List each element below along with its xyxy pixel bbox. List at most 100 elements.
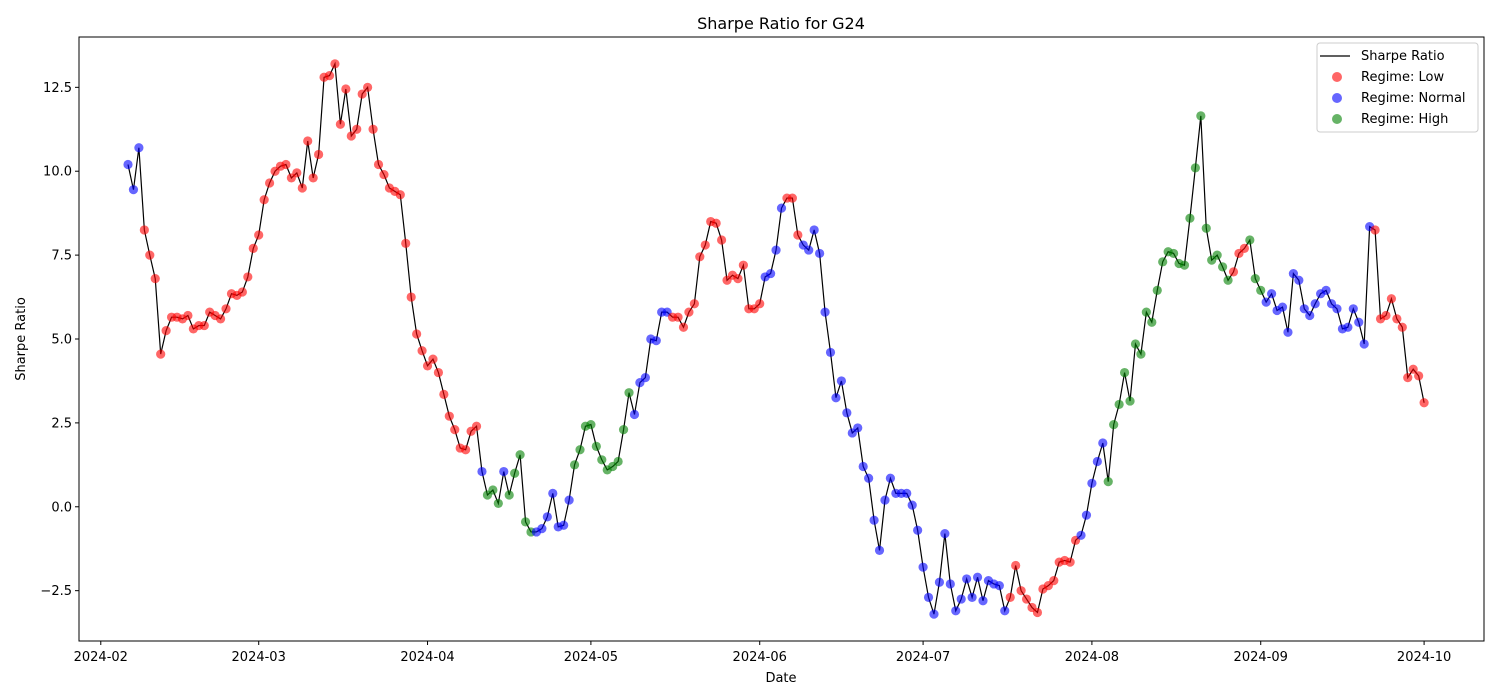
regime-point-n (1359, 339, 1369, 349)
y-tick-label: −2.5 (40, 584, 72, 599)
y-tick-label: 5.0 (51, 333, 72, 348)
regime-point-n (1092, 456, 1102, 467)
regime-point-l (733, 274, 743, 284)
regime-point-h (1212, 250, 1222, 260)
regime-point-l (1408, 364, 1418, 374)
regime-point-n (934, 577, 945, 587)
x-axis-title: Date (765, 671, 796, 686)
regime-point-h (1136, 349, 1146, 359)
regime-point-l (700, 240, 710, 250)
regime-point-l (341, 84, 351, 94)
regime-point-l (248, 243, 258, 253)
regime-point-l (1392, 314, 1402, 324)
x-tick-label: 2024-06 (733, 650, 787, 665)
regime-point-h (618, 425, 629, 435)
regime-point-n (1299, 304, 1309, 314)
x-tick-label: 2024-05 (564, 650, 618, 665)
legend-box (1316, 42, 1479, 133)
regime-point-n (962, 574, 972, 584)
regime-point-n (956, 594, 966, 604)
regime-point-n (559, 520, 569, 530)
regime-point-l (422, 361, 433, 371)
regime-point-n (1354, 317, 1364, 327)
regime-point-n (880, 495, 890, 505)
regime-point-l (461, 445, 471, 455)
regime-point-h (586, 419, 596, 430)
regime-point-n (123, 159, 133, 170)
regime-point-l (352, 124, 362, 134)
regime-point-h (569, 460, 580, 470)
regime-point-l (433, 367, 444, 378)
regime-point-h (1256, 285, 1266, 295)
y-axis: −2.5 0.0 2.5 5.0 7.5 10.0 12.5 (40, 81, 79, 599)
regime-point-h (1201, 223, 1211, 233)
x-tick-label: 2024-07 (896, 650, 950, 665)
legend: Sharpe Ratio Regime: Low Regime: Normal … (1316, 42, 1479, 133)
regime-point-n (477, 466, 487, 477)
regime-point-l (259, 195, 269, 205)
regime-point-l (417, 346, 427, 356)
legend-label-low: Regime: Low (1361, 70, 1444, 85)
regime-point-l (156, 349, 166, 359)
regime-point-n (907, 500, 917, 510)
legend-label-normal: Regime: Normal (1361, 91, 1466, 106)
regime-point-l (711, 218, 721, 228)
regime-point-l (292, 168, 302, 178)
regime-point-n (967, 592, 977, 602)
regime-point-h (575, 445, 585, 455)
regime-point-n (1000, 606, 1010, 616)
x-tick-label: 2024-09 (1234, 650, 1288, 665)
x-tick-label: 2024-10 (1397, 650, 1451, 665)
regime-point-n (776, 203, 787, 213)
regime-point-n (537, 523, 547, 534)
regime-point-n (913, 525, 923, 535)
regime-point-n (1098, 438, 1108, 448)
regime-point-n (1267, 289, 1277, 299)
regime-point-l (330, 59, 340, 69)
regime-point-n (1305, 310, 1315, 321)
regime-point-h (493, 498, 503, 509)
regime-point-l (308, 173, 318, 183)
regime-point-l (1397, 322, 1407, 332)
regime-point-h (1168, 248, 1179, 259)
regime-point-n (1332, 304, 1342, 314)
regime-point-n (831, 393, 841, 403)
regime-point-h (1223, 275, 1233, 285)
y-tick-label: 2.5 (51, 416, 72, 431)
x-axis: 2024-02 2024-03 2024-04 2024-05 2024-06 2024-… (74, 641, 1451, 665)
legend-label-sharpe-ratio: Sharpe Ratio (1361, 49, 1445, 64)
regime-point-n (869, 515, 879, 525)
regime-point-n (820, 307, 830, 317)
regime-point-n (902, 488, 912, 498)
regime-point-h (1114, 399, 1124, 410)
regime-point-h (1130, 339, 1141, 349)
y-tick-label: 12.5 (43, 81, 72, 96)
regime-point-n (766, 268, 776, 279)
regime-point-n (804, 245, 814, 255)
regime-point-n (885, 473, 896, 483)
regime-point-l (395, 190, 405, 200)
regime-point-h (1158, 257, 1168, 267)
regime-point-l (412, 329, 422, 339)
regime-point-l (145, 250, 155, 260)
regime-point-n (923, 592, 934, 602)
regime-point-l (1005, 592, 1015, 602)
regime-point-l (265, 178, 275, 188)
regime-point-l (428, 354, 438, 364)
regime-point-l (1011, 560, 1021, 571)
regime-point-h (1218, 262, 1228, 272)
regime-point-l (1065, 557, 1075, 567)
legend-swatch-low (1332, 72, 1342, 82)
chart-title: Sharpe Ratio for G24 (697, 14, 865, 33)
regime-point-l (1386, 294, 1397, 304)
regime-point-n (836, 376, 847, 386)
regime-point-h (1103, 477, 1113, 487)
regime-point-h (515, 450, 525, 460)
regime-point-h (1152, 285, 1162, 295)
regime-point-n (978, 596, 988, 606)
regime-point-h (1190, 163, 1200, 173)
regime-point-l (1403, 372, 1413, 383)
regime-point-l (281, 159, 291, 170)
regime-point-l (695, 252, 705, 262)
